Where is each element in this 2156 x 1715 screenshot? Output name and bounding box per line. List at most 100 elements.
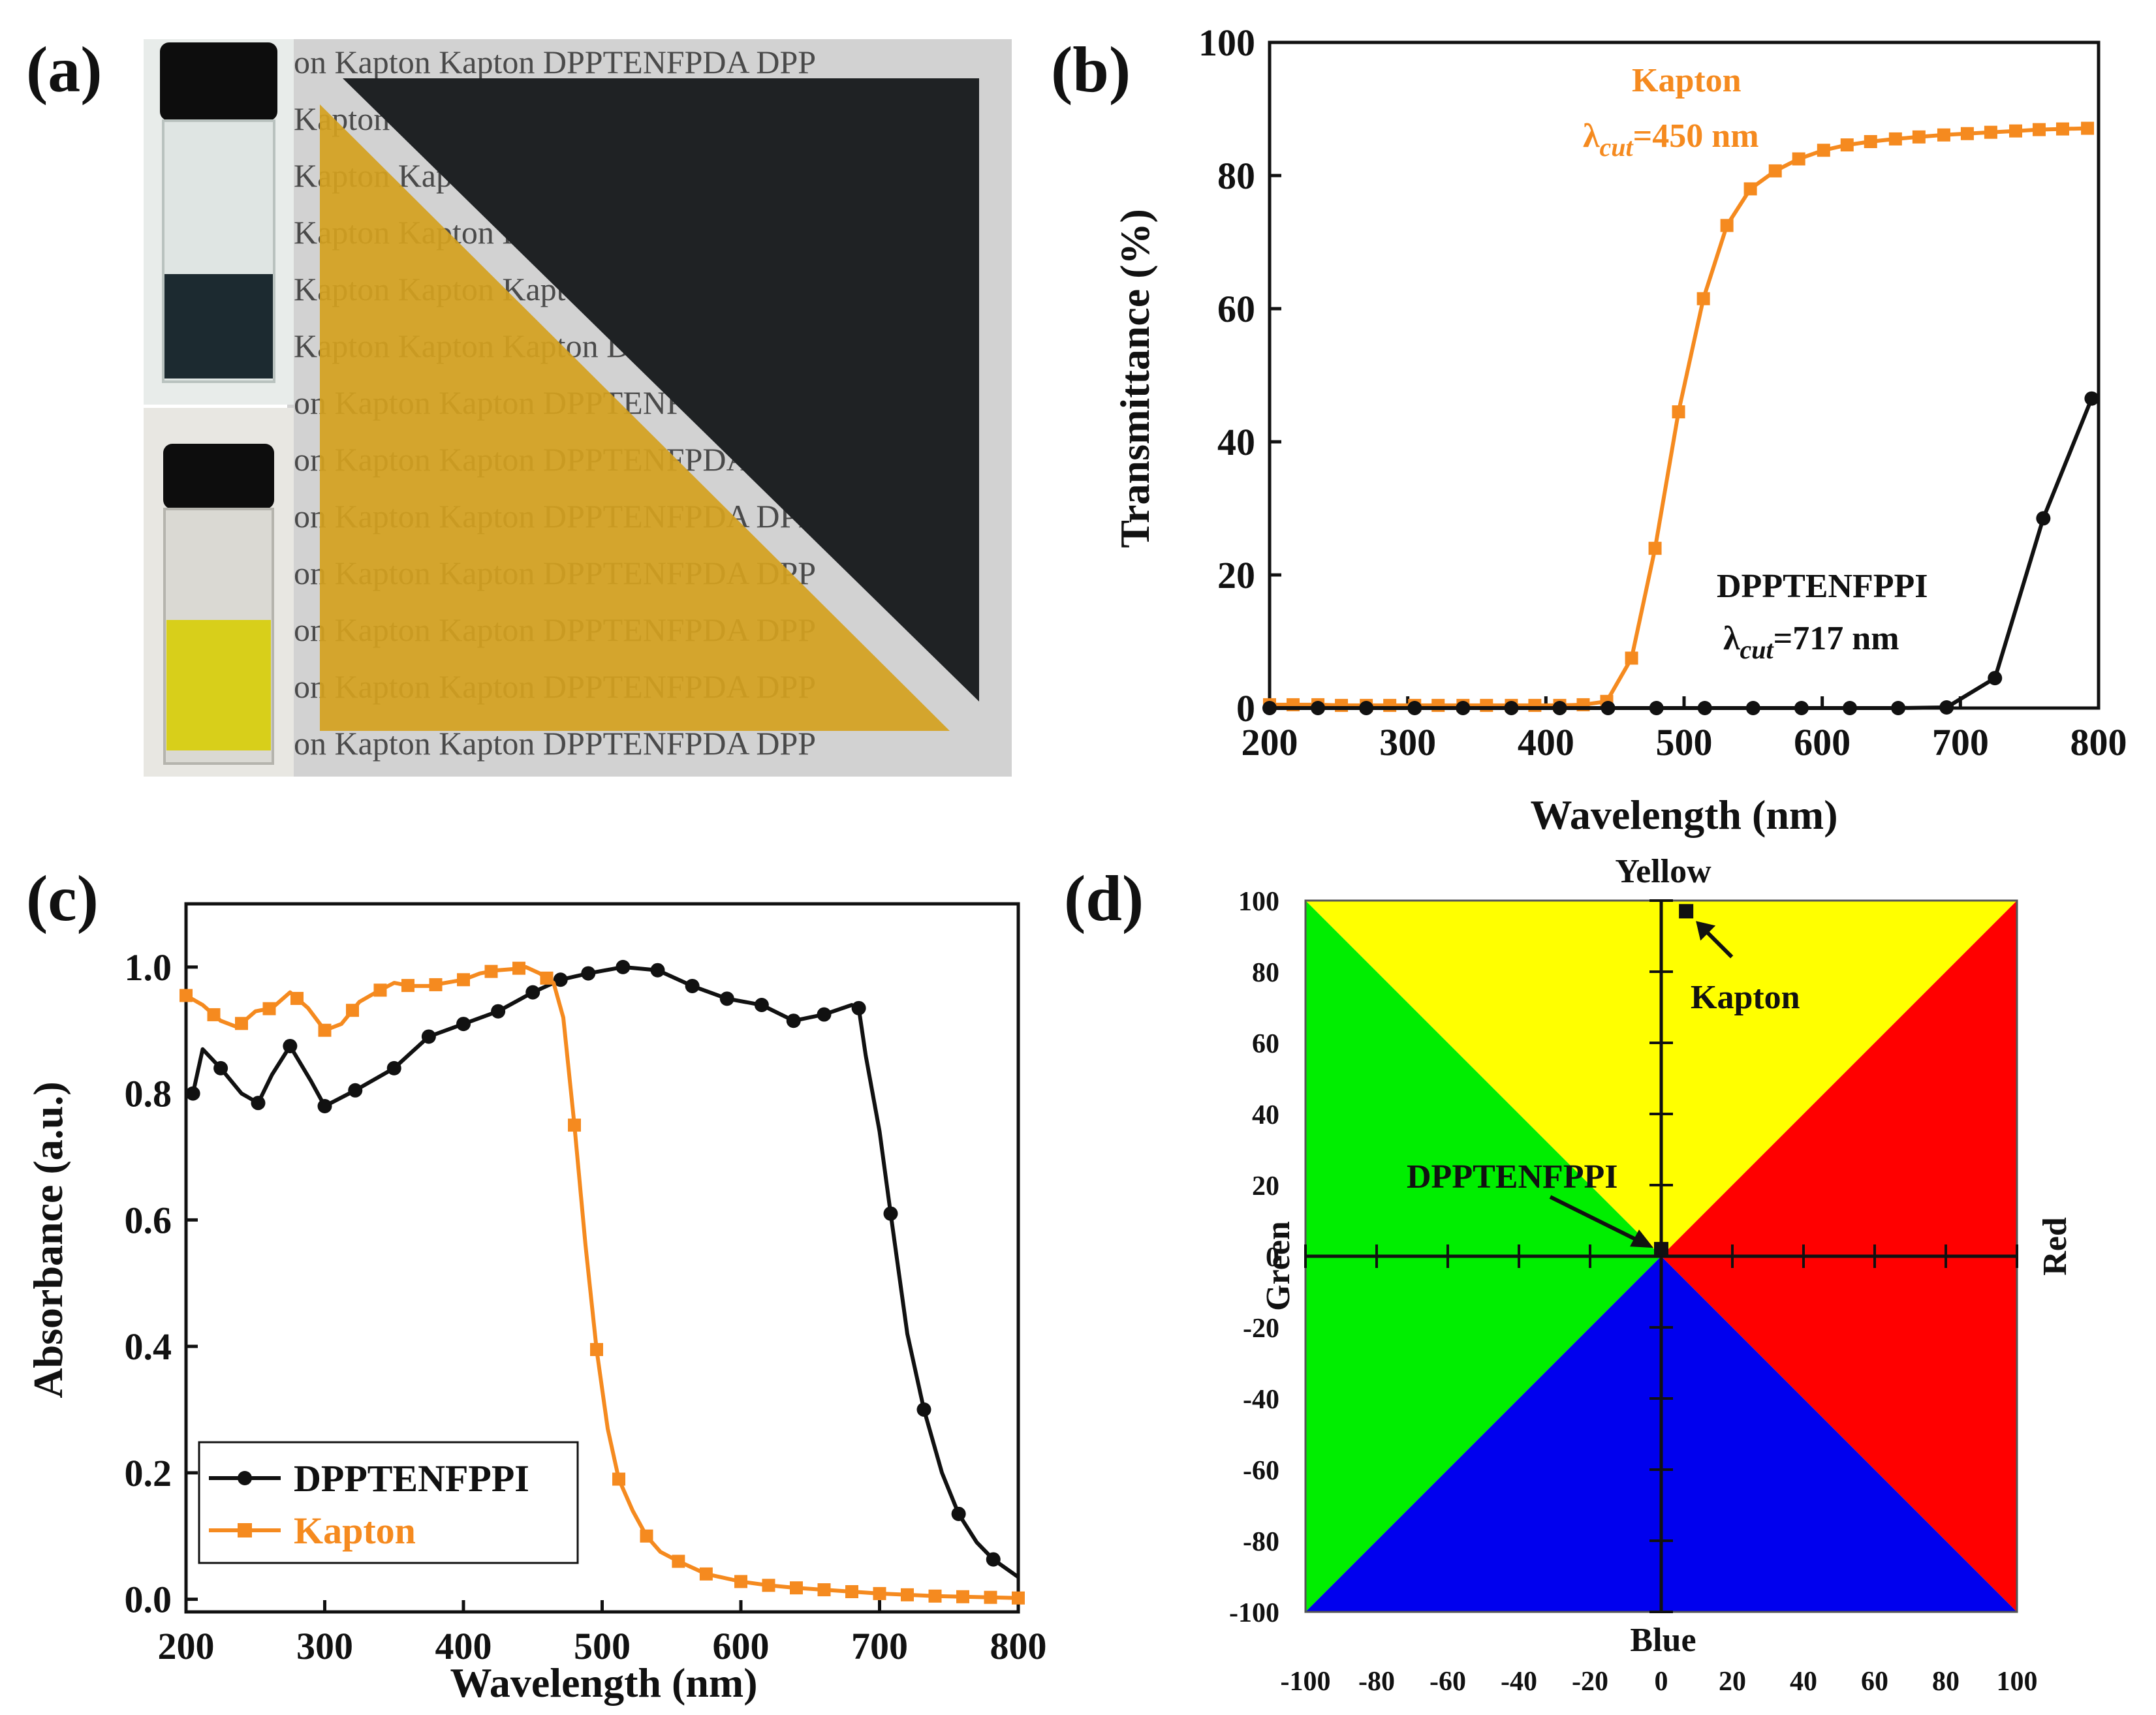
b-plot-point-kapton [1743,182,1757,196]
d-dpp-annotation: DPPTENFPPI [1407,1158,1618,1196]
d-y-tick-label: 40 [1252,1100,1279,1130]
d-label-red: Red [2037,1217,2074,1276]
b-plot-point-dpptenfppi [1843,701,1857,715]
d-x-tick-label: -60 [1430,1667,1466,1697]
b-plot-point-dpptenfppi [1794,701,1809,715]
b-plot-point-kapton [1937,128,1950,142]
d-kapton-annotation: Kapton [1691,979,1800,1016]
b-plot-point-dpptenfppi [1407,701,1422,715]
d-x-tick-label: 20 [1719,1667,1746,1697]
b-plot-point-dpptenfppi [1988,671,2003,686]
b-y-axis-title: Transmittance (%) [1112,209,1158,548]
c-plot-point-dpptenfppi [719,991,734,1006]
c-plot-x-tick-label: 800 [990,1625,1047,1667]
c-plot-point-dpptenfppi [786,1013,801,1028]
b-plot-point-kapton [1672,405,1685,419]
b-kapton-annotation-cutoff: λcut=450 nm [1583,117,1759,162]
c-y-axis-title: Absorbance (a.u.) [25,1081,71,1398]
c-plot-point-kapton [590,1342,603,1356]
b-plot-point-kapton [1960,127,1974,140]
b-plot-point-dpptenfppi [1649,701,1664,715]
c-x-axis-title: Wavelength (nm) [450,1660,757,1706]
b-plot-x-tick-label: 200 [1242,721,1298,764]
c-legend-kapton-label: Kapton [294,1509,416,1552]
b-plot-x-tick-label: 500 [1656,721,1713,764]
b-plot-point-dpptenfppi [1891,701,1906,715]
b-plot-point-kapton [1720,219,1734,232]
c-plot-point-dpptenfppi [581,966,596,981]
d-y-tick-label: 80 [1252,958,1279,988]
b-dpp-annotation-name: DPPTENFPPI [1717,568,1928,605]
b-plot-x-tick-label: 800 [2070,721,2127,764]
c-plot-x-tick-label: 700 [851,1625,908,1667]
c-plot-point-kapton [180,989,193,1002]
d-x-tick-label: -20 [1572,1667,1608,1697]
b-plot-point-kapton [1984,125,1997,139]
c-plot-point-kapton [235,1017,248,1030]
b-kapton-cutoff-value: =450 nm [1633,117,1759,155]
c-plot-point-kapton [373,983,387,997]
d-arrowhead-dpp [1630,1229,1653,1248]
b-kapton-lambda: λ [1583,117,1600,155]
c-plot-point-kapton [956,1590,969,1603]
d-y-tick-label: 100 [1238,887,1279,917]
c-plot-point-dpptenfppi [348,1083,363,1098]
b-plot-point-dpptenfppi [2036,511,2051,526]
c-plot-point-dpptenfppi [456,1017,471,1032]
b-plot-x-tick-label: 300 [1379,721,1436,764]
c-plot-point-kapton [568,1119,581,1132]
panel-c-absorbance-chart: (c) 200 300 400 500 600 700 800 0.0 0.2 0.4 0.6 0.8… [25,862,1047,1706]
c-plot-x-tick-label: 600 [713,1625,770,1667]
d-label-blue: Blue [1630,1622,1696,1659]
c-plot-point-kapton [873,1586,886,1600]
c-plot-point-kapton [928,1589,942,1603]
c-plot-series-kapton [185,965,1019,1600]
c-plot-point-dpptenfppi [386,1060,401,1075]
b-plot-point-kapton [1888,132,1902,146]
b-plot-y-tick-label: 40 [1217,421,1255,463]
c-plot-point-kapton [457,973,470,987]
b-plot-point-dpptenfppi [2084,391,2099,406]
c-plot-y-tick-label: 0.8 [125,1073,172,1115]
c-plot-y-tick-label: 0.4 [125,1325,172,1368]
c-plot-point-kapton [640,1529,653,1543]
c-plot-point-kapton [318,1023,332,1037]
panel-label-d: (d) [1064,862,1144,935]
c-plot-point-dpptenfppi [916,1402,931,1417]
b-plot-point-kapton [1648,542,1662,555]
c-plot-point-dpptenfppi [525,985,540,1000]
c-legend-kapton-marker [238,1523,252,1537]
b-plot-point-kapton [1768,164,1782,178]
c-plot-y-tick-label: 0.0 [125,1579,172,1621]
b-plot-point-kapton [1792,152,1805,166]
b-plot-point-kapton [1864,134,1877,148]
kapton-film [320,104,950,731]
d-label-green: Green [1260,1221,1297,1311]
b-plot-point-dpptenfppi [1456,701,1471,715]
c-plot-point-kapton [290,991,304,1005]
b-plot-x-tick-label: 600 [1794,721,1851,764]
c-plot-y-tick-label: 0.2 [125,1452,172,1494]
d-y-tick-label: -20 [1243,1314,1279,1344]
c-legend-dpp-label: DPPTENFPPI [294,1457,529,1500]
b-plot-x-tick-label: 700 [1932,721,1989,764]
panel-label-c: (c) [26,862,99,935]
c-legend-dpp-marker [238,1471,252,1485]
c-plot-point-kapton [401,979,414,993]
c-plot-point-kapton [790,1581,803,1595]
d-y-tick-label: -80 [1243,1527,1279,1557]
b-plot-point-dpptenfppi [1311,701,1326,715]
b-plot-point-kapton [1625,651,1638,665]
d-x-tick-label: 0 [1655,1667,1668,1697]
b-plot-point-dpptenfppi [1552,701,1567,715]
c-plot-x-tick-label: 400 [435,1625,492,1667]
d-x-tick-label: 80 [1932,1667,1960,1697]
d-arrow-dpp [1549,1195,1646,1246]
d-y-tick-label: -60 [1243,1456,1279,1486]
c-plot-point-dpptenfppi [817,1007,832,1022]
sheet-row: on Kapton Kapton DPPTENFPDA DPP [294,725,816,762]
c-legend: DPPTENFPPI Kapton [198,1441,579,1564]
c-plot-point-kapton [262,1002,276,1015]
